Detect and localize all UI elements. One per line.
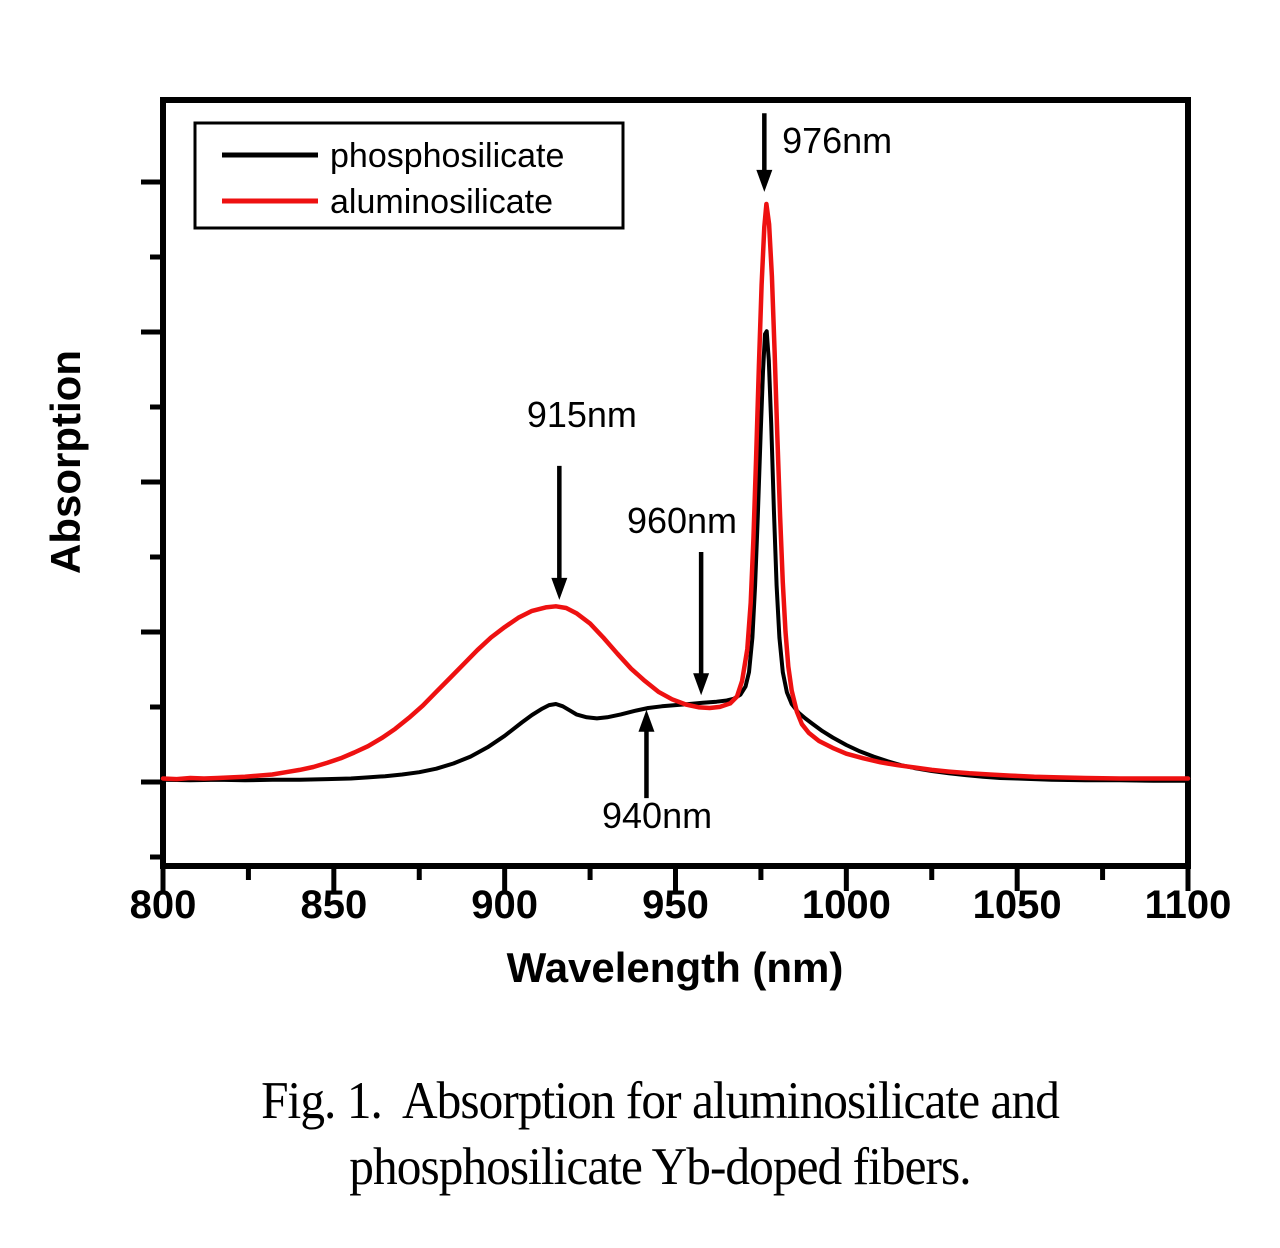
x-tick-label-900: 900 [471,883,538,927]
annotation-label-976nm: 976nm [782,120,892,161]
annotation-label-940nm: 940nm [602,795,712,836]
x-tick-label-950: 950 [642,883,709,927]
absorption-chart: 800 850 900 950 1000 1050 1100 phosphosilicate a… [42,97,1232,991]
legend-label-aluminosilicate: aluminosilicate [330,183,553,221]
annotation-arrow-head-915nm [551,577,568,600]
x-tick-label-850: 850 [300,883,367,927]
annotation-arrow-head-940nm [638,709,655,732]
y-axis-title: Absorption [42,350,89,574]
legend-box [193,121,625,230]
annotation-arrow-head-976nm [756,169,773,192]
annotation-arrow-head-960nm [693,673,710,696]
figure-caption: Fig. 1. Absorption for aluminosilicate a… [65,1068,1255,1200]
caption-line-1: Fig. 1. Absorption for aluminosilicate a… [261,1072,1060,1130]
caption-line-2: phosphosilicate Yb-doped fibers. [349,1138,971,1196]
series-line-aluminosilicate [160,201,1191,782]
x-axis-title: Wavelength (nm) [507,944,844,991]
x-tick-label-1050: 1050 [973,883,1062,927]
x-tick-label-1000: 1000 [802,883,891,927]
legend-label-phosphosilicate: phosphosilicate [330,137,564,175]
annotation-label-915nm: 915nm [527,394,637,435]
x-tick-label-800: 800 [130,883,197,927]
x-tick-label-1100: 1100 [1145,883,1232,927]
annotation-label-960nm: 960nm [627,500,737,541]
series-line-phosphosilicate [161,329,1190,783]
